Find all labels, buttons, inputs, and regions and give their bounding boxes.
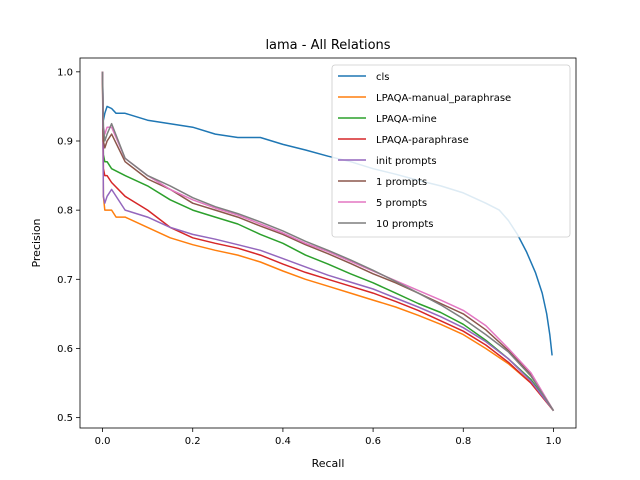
x-axis: 0.0 0.2 0.4 0.6 0.8 1.0 <box>95 428 562 447</box>
series-line-5 <box>101 71 555 412</box>
x-tick-label: 0.8 <box>455 436 471 447</box>
legend-box <box>331 64 571 238</box>
legend-label: cls <box>376 72 390 83</box>
series-line-6 <box>101 71 555 412</box>
x-tick-label: 0.0 <box>95 436 111 447</box>
y-tick-label: 0.5 <box>57 413 73 424</box>
series-line-3 <box>101 71 555 412</box>
series-line-2 <box>101 71 555 412</box>
x-axis-label: Recall <box>312 457 345 470</box>
legend-label: LPAQA-mine <box>376 114 437 125</box>
legend: cls LPAQA-manual_paraphrase LPAQA-mine LPAQ… <box>331 64 571 238</box>
x-tick-label: 0.6 <box>365 436 381 447</box>
x-tick-label: 1.0 <box>546 436 562 447</box>
y-axis: 0.5 0.6 0.7 0.8 0.9 1.0 <box>57 67 80 424</box>
series-line-4 <box>101 71 555 412</box>
series-layer <box>101 71 555 412</box>
series-line-7 <box>101 71 555 412</box>
y-tick-label: 0.7 <box>57 275 73 286</box>
x-tick-label: 0.2 <box>185 436 201 447</box>
legend-label: init prompts <box>376 156 437 167</box>
legend-label: 10 prompts <box>376 219 433 230</box>
series-line-1 <box>101 71 555 412</box>
y-axis-label: Precision <box>30 218 43 267</box>
x-tick-label: 0.4 <box>275 436 291 447</box>
y-tick-label: 0.9 <box>57 136 73 147</box>
legend-label: LPAQA-manual_paraphrase <box>376 93 511 104</box>
legend-label: 5 prompts <box>376 198 427 209</box>
legend-label: LPAQA-paraphrase <box>376 135 469 146</box>
chart-title: lama - All Relations <box>265 38 390 53</box>
plot-frame <box>79 57 577 429</box>
y-tick-label: 0.6 <box>57 344 73 355</box>
y-tick-label: 1.0 <box>57 67 73 78</box>
legend-label: 1 prompts <box>376 177 427 188</box>
y-tick-label: 0.8 <box>57 206 73 217</box>
